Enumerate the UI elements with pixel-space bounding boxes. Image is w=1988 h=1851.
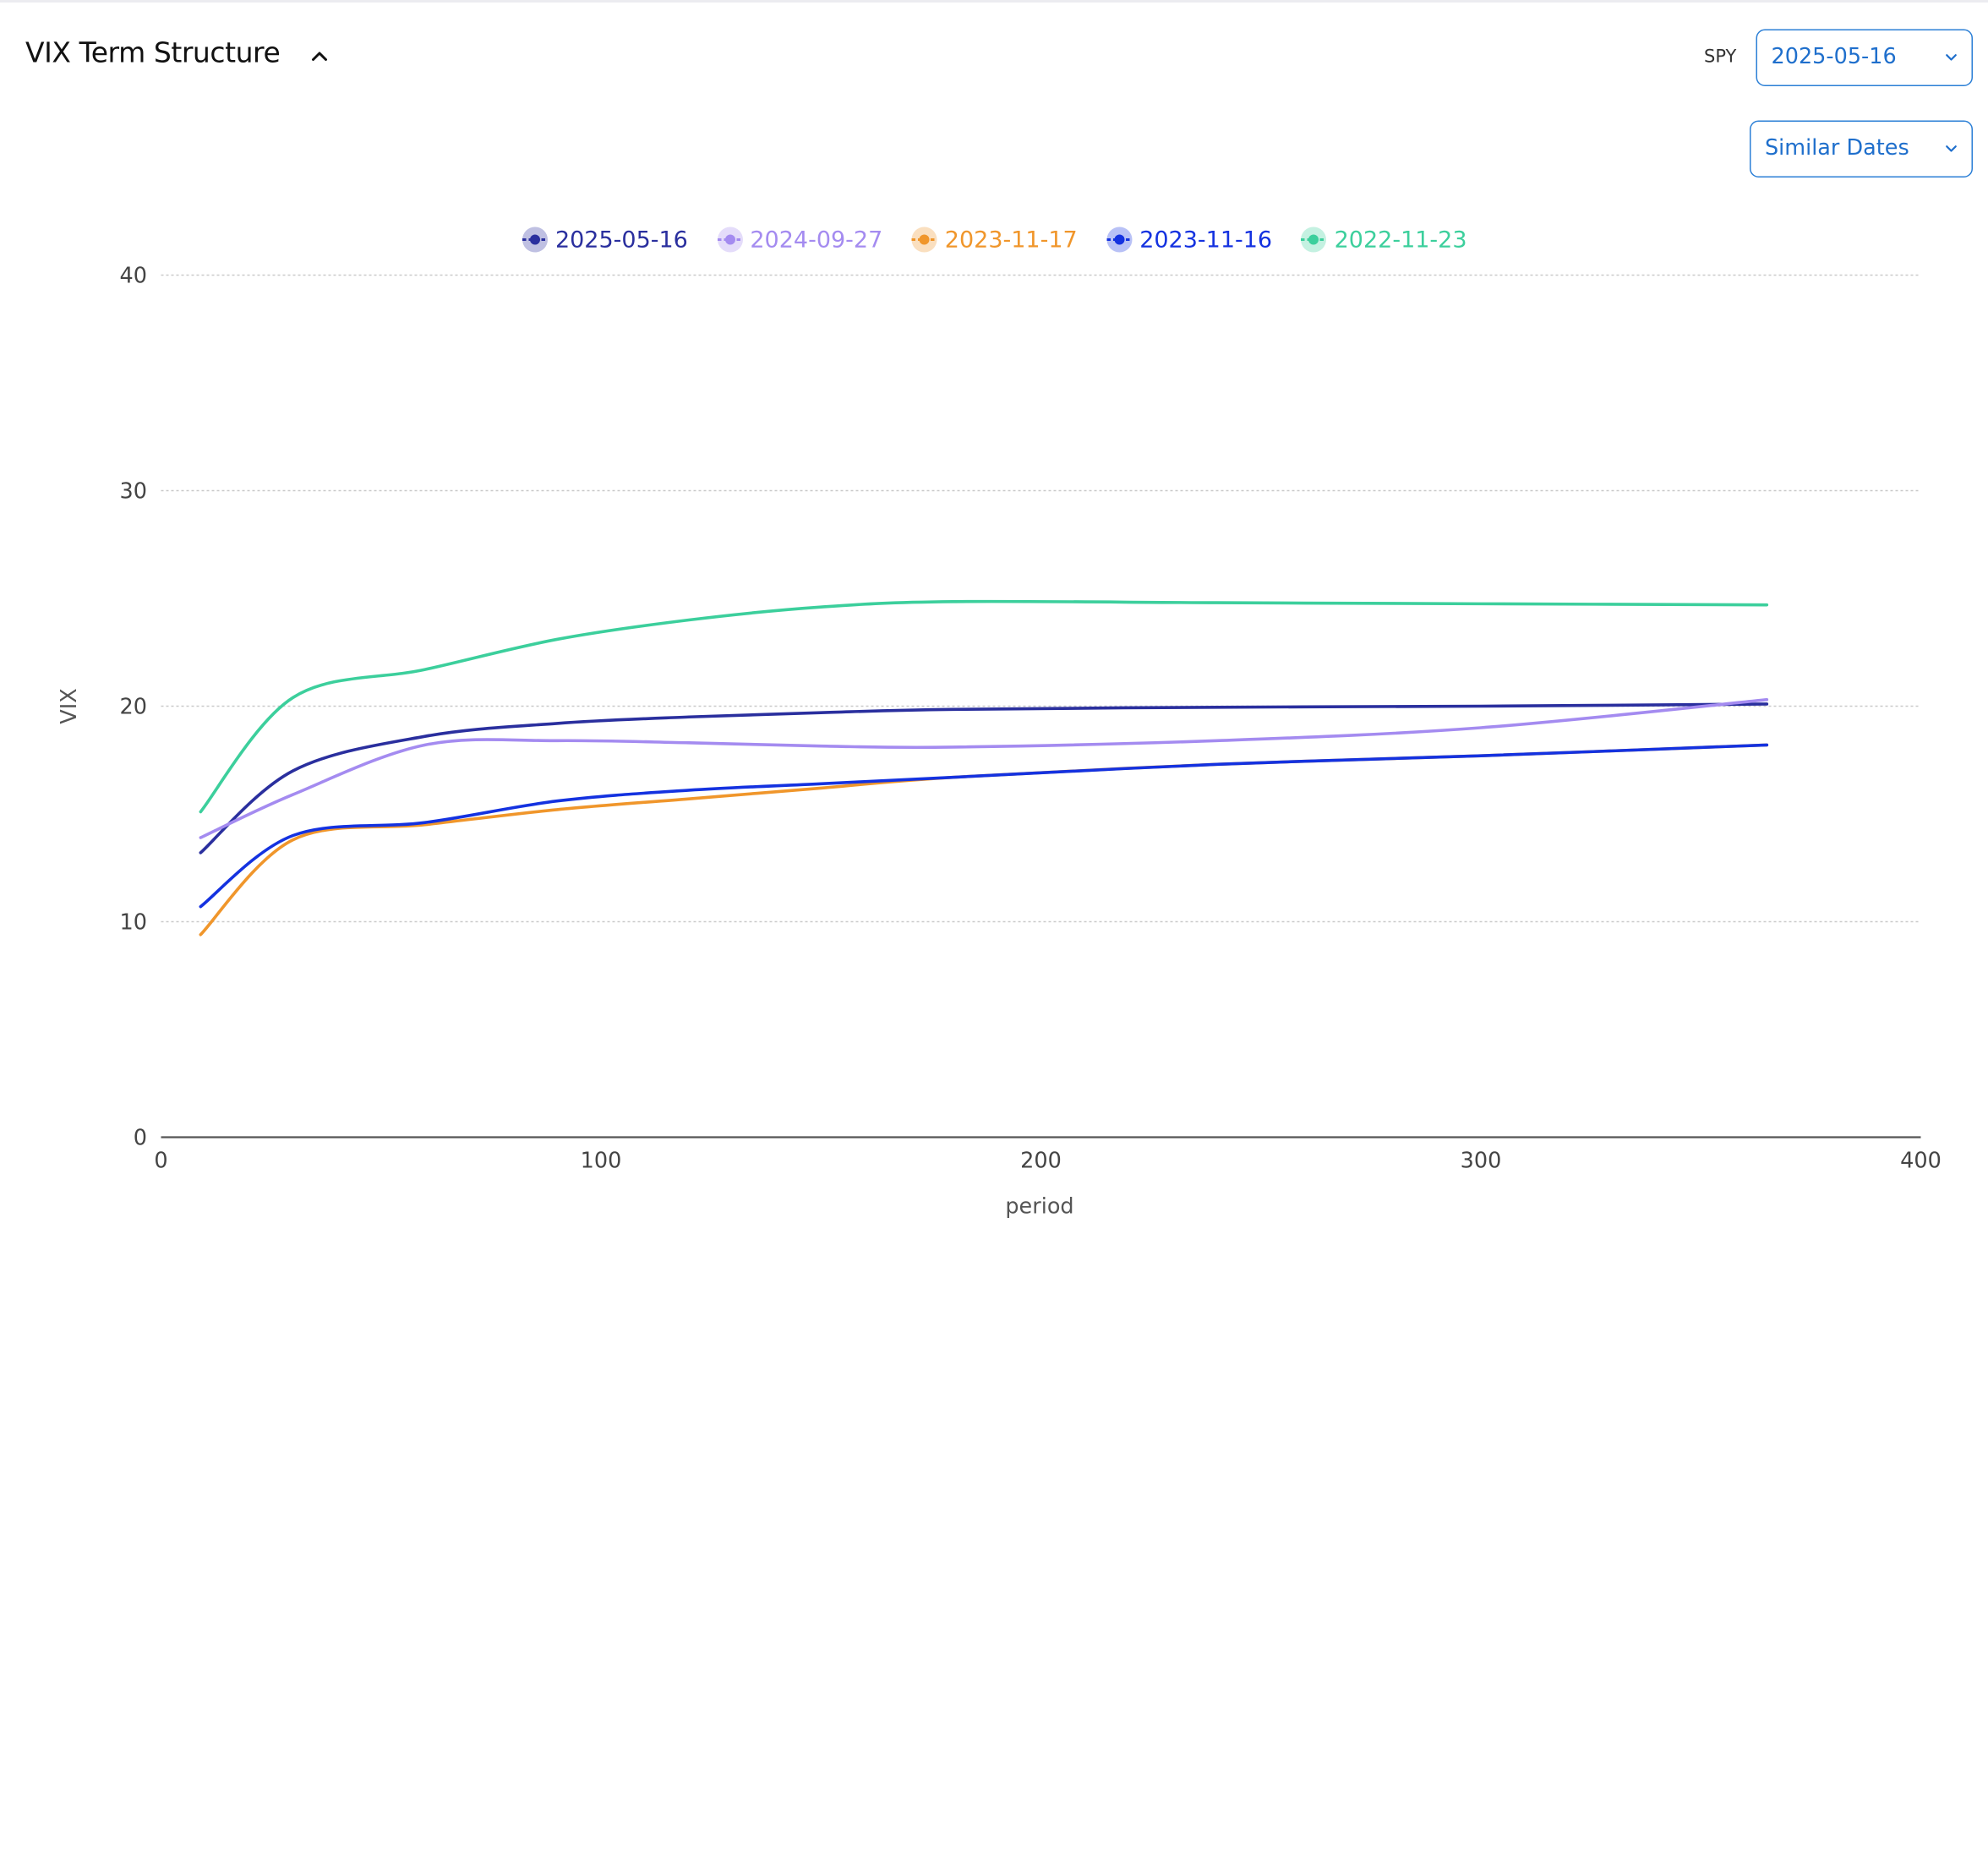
y-tick-label: 40 [120,264,147,289]
x-tick-label: 300 [1461,1149,1502,1174]
card-top-border [0,0,1988,3]
similar-select-value: Similar Dates [1765,135,1909,161]
x-axis-title: period [1005,1194,1073,1220]
legend-label: 2024-09-27 [750,226,883,254]
date-select-value: 2025-05-16 [1771,44,1897,70]
legend-item[interactable]: 2023-11-17 [910,226,1078,254]
legend-item[interactable]: 2022-11-23 [1300,226,1467,254]
chart-title: VIX Term Structure [25,38,281,70]
y-tick-label: 20 [120,695,147,720]
series-line-2023-11-17 [199,743,1769,936]
legend-item[interactable]: 2025-05-16 [521,226,688,254]
x-tick-label: 0 [154,1149,167,1174]
chevron-down-icon [1946,145,1957,152]
series-line-2022-11-23 [199,599,1769,814]
similar-dates-select[interactable]: Similar Dates [1750,120,1973,177]
x-tick-label: 200 [1020,1149,1062,1174]
chevron-up-icon [312,52,327,61]
legend-marker-icon [911,227,937,253]
legend-marker-icon [1106,227,1133,253]
legend-marker-icon [522,227,548,253]
x-tick-label: 100 [581,1149,622,1174]
date-select[interactable]: 2025-05-16 [1756,29,1973,86]
y-axis-title: VIX [57,688,82,723]
y-tick-label: 10 [120,910,147,936]
legend-label: 2022-11-23 [1334,226,1467,254]
ticker-label: SPY [1704,46,1737,68]
legend-item[interactable]: 2023-11-16 [1106,226,1272,254]
legend-label: 2023-11-16 [1139,226,1273,254]
legend-label: 2025-05-16 [554,226,688,254]
y-tick-label: 30 [120,479,147,505]
legend-marker-icon [717,227,743,253]
x-tick-label: 400 [1900,1149,1942,1174]
legend-item[interactable]: 2024-09-27 [716,226,882,254]
chart-legend: 2025-05-16 2024-09-27 2023-11-17 2023-11-16… [0,226,1988,254]
chevron-down-icon [1946,54,1957,61]
series-line-2025-05-16 [199,702,1769,855]
collapse-button[interactable] [307,43,332,68]
series-line-2023-11-16 [199,743,1769,909]
chart-card: VIX Term Structure SPY 2025-05-16 Simila… [0,0,1988,1220]
series-line-2024-09-27 [199,698,1769,839]
legend-label: 2023-11-17 [944,226,1078,254]
y-tick-label: 0 [134,1126,147,1151]
legend-marker-icon [1301,227,1327,253]
